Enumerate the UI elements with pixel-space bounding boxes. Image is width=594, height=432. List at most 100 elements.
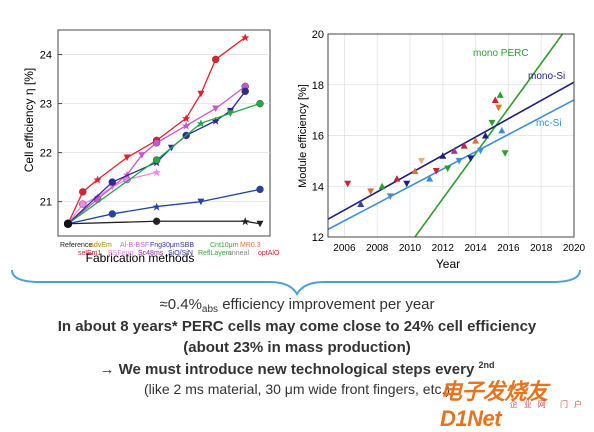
data-point xyxy=(152,168,161,177)
new-steps-main: → We must introduce new technological st… xyxy=(99,361,475,378)
y-tick-label: 14 xyxy=(312,181,324,193)
trend-line xyxy=(414,33,564,238)
series-arrow xyxy=(245,220,261,225)
data-point xyxy=(152,139,161,147)
series-arrow xyxy=(126,139,157,159)
category-label-bottom: anneal xyxy=(228,250,249,257)
category-label-top: Reference xyxy=(60,242,92,249)
y-tick-label: 12 xyxy=(312,232,324,244)
category-label-top: advEm xyxy=(90,242,112,249)
series-arrow xyxy=(67,213,113,225)
y-tick-label: 22 xyxy=(40,148,52,160)
left-y-axis-label: Cell efficiency η [%] xyxy=(22,68,36,173)
trend-line xyxy=(327,99,575,231)
data-point xyxy=(403,180,411,188)
data-point xyxy=(481,132,489,139)
series-arrow xyxy=(200,59,217,95)
right-plot-frame xyxy=(327,33,575,238)
trend-line xyxy=(327,81,575,220)
category-label-top: MR0.3 xyxy=(240,242,261,249)
series-arrow xyxy=(126,154,143,176)
data-point xyxy=(79,200,87,208)
data-point xyxy=(241,33,250,42)
x-tick-label: 2016 xyxy=(497,243,520,254)
x-tick-label: 2006 xyxy=(333,243,356,254)
data-point xyxy=(344,180,352,188)
data-point xyxy=(472,137,480,144)
data-point xyxy=(196,119,205,128)
data-point xyxy=(495,104,503,112)
mono-perc-label: mono PERC xyxy=(473,48,529,59)
data-point xyxy=(211,55,220,64)
series-arrow xyxy=(67,191,84,225)
series-arrow xyxy=(229,90,246,112)
x-tick-label: 2020 xyxy=(563,243,586,254)
series-arrow xyxy=(230,102,261,114)
series-arrow xyxy=(215,36,246,60)
series-arrow xyxy=(156,122,202,161)
series-arrow xyxy=(200,188,261,203)
data-point xyxy=(182,114,191,123)
x-tick-label: 2012 xyxy=(432,243,455,254)
right-y-axis-label: Module efficiency [%] xyxy=(297,84,309,188)
module-efficiency-plot: 12 14 16 18 20 2006 2008 2010 2012 2014 2016 2018 20… xyxy=(297,29,586,271)
data-point xyxy=(152,156,161,164)
efficiency-rate-text: ≈0.4%abs efficiency improvement per year xyxy=(0,296,594,315)
new-steps-text: → We must introduce new technological st… xyxy=(0,360,594,378)
series-arrow xyxy=(156,201,201,208)
series-arrow xyxy=(185,107,217,127)
reference-point xyxy=(64,219,72,228)
y-tick-label: 24 xyxy=(40,50,52,62)
data-point xyxy=(432,168,440,175)
series-arrow xyxy=(185,120,216,137)
series-arrow xyxy=(67,159,157,225)
data-point xyxy=(241,217,250,226)
data-point xyxy=(212,105,220,112)
x-tick-label: 2008 xyxy=(366,243,389,254)
mc-si-label: mc-Si xyxy=(536,118,562,129)
cell-efficiency-chart: 21 22 23 24 Reference advEm Al-B-BSF Fng30μm SB… xyxy=(0,0,282,268)
rate-prefix: ≈0.4% xyxy=(159,296,202,313)
data-point xyxy=(108,178,117,186)
data-point xyxy=(256,185,264,194)
data-point xyxy=(79,188,87,196)
data-point xyxy=(411,167,419,175)
data-point xyxy=(256,220,264,228)
new-steps-sup: 2nd xyxy=(478,360,495,370)
category-label-bottom: SiO/SiN xyxy=(168,250,193,257)
data-point xyxy=(367,188,375,195)
data-point xyxy=(444,165,452,172)
series-arrow xyxy=(112,205,157,215)
series-arrow xyxy=(156,117,187,141)
data-point xyxy=(455,157,463,165)
data-point xyxy=(182,121,191,130)
category-label-top: Fng30μm xyxy=(150,242,180,249)
series-arrow xyxy=(156,125,187,144)
data-point xyxy=(477,147,485,155)
category-label-bottom: Sc48ms xyxy=(138,250,164,257)
module-efficiency-chart: 12 14 16 18 20 2006 2008 2010 2012 2014 2016 2018 20… xyxy=(288,0,594,275)
x-tick-label: 2010 xyxy=(399,243,422,254)
y-tick-label: 18 xyxy=(312,80,324,92)
data-point xyxy=(226,110,234,117)
left-x-axis-label: Fabrication methods xyxy=(86,251,195,265)
category-label-top: Cnt10μm xyxy=(210,242,239,249)
data-point xyxy=(152,202,161,211)
data-point xyxy=(123,154,131,162)
examples-text: (like 2 ms material, 30 μm wide front fi… xyxy=(143,381,451,397)
data-point xyxy=(256,99,264,108)
x-tick-label: 2014 xyxy=(464,243,487,254)
series-arrow xyxy=(200,112,231,124)
data-point xyxy=(496,91,504,98)
data-point xyxy=(138,152,146,159)
series-arrow xyxy=(67,181,113,225)
y-tick-label: 23 xyxy=(40,99,52,111)
data-point xyxy=(501,150,509,157)
y-tick-label: 20 xyxy=(312,29,324,41)
rate-subscript: abs xyxy=(201,304,219,315)
series-arrow xyxy=(185,93,202,119)
data-point xyxy=(197,198,205,206)
category-label-top: Al-B-BSF xyxy=(120,242,149,249)
data-point xyxy=(491,96,499,103)
data-point xyxy=(450,147,458,154)
